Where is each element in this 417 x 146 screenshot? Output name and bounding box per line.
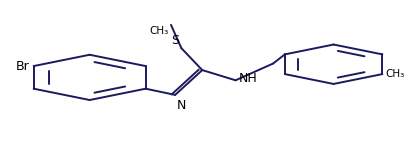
Text: NH: NH	[239, 72, 258, 85]
Text: CH₃: CH₃	[150, 26, 169, 36]
Text: N: N	[177, 99, 186, 112]
Text: Br: Br	[16, 60, 30, 73]
Text: CH₃: CH₃	[386, 69, 405, 79]
Text: S: S	[171, 34, 179, 47]
